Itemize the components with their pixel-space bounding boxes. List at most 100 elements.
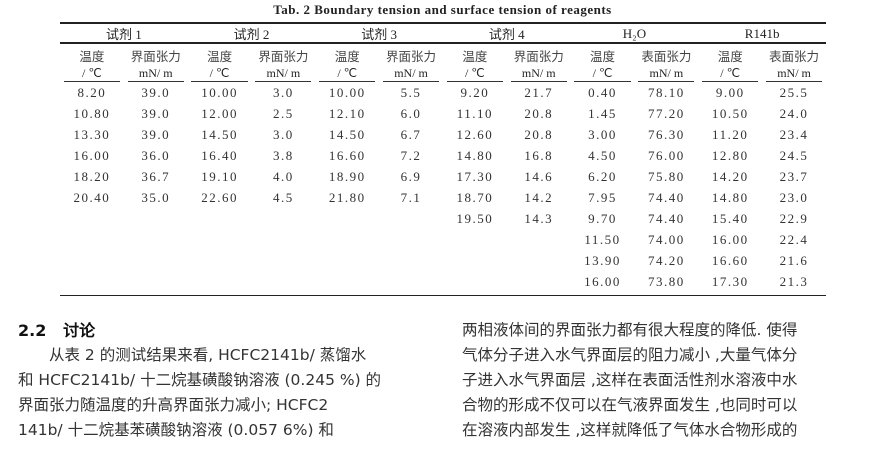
table-cell: 0.40 — [588, 84, 617, 100]
table-cell — [60, 208, 124, 229]
paragraph-line: 两相液体间的界面张力都有很大程度的降低. 使得 — [462, 321, 798, 339]
unit-label: / ℃ — [63, 66, 120, 82]
top-rule — [60, 22, 826, 24]
table-cell: 16.40 — [201, 147, 238, 163]
table-cell — [251, 250, 315, 271]
table-cell: 74.00 — [647, 231, 685, 247]
table-cell: 21.3 — [779, 273, 809, 289]
unit-label: / ℃ — [446, 66, 503, 82]
group-r141b: R141b — [744, 25, 780, 41]
table-cell — [507, 229, 571, 250]
table-cell — [379, 250, 443, 271]
table-cell: 10.00 — [328, 84, 366, 100]
bottom-rule — [60, 295, 826, 296]
unit-label: mN/ m — [638, 66, 695, 82]
table-cell: 温度 — [717, 48, 743, 64]
table-cell: 76.30 — [647, 126, 685, 142]
table-row: 8.20 39.0 10.00 3.0 10.00 5.5 9.20 21.7 0.40 78.1… — [60, 82, 826, 103]
table-cell — [60, 250, 124, 271]
table-cell — [188, 208, 252, 229]
table-cell: 3.00 — [588, 126, 617, 142]
unit-label: / ℃ — [191, 66, 248, 82]
table-cell — [379, 229, 443, 250]
table-cell: 11.10 — [456, 105, 494, 121]
table-cell: 15.40 — [711, 210, 749, 226]
table-cell — [507, 271, 571, 292]
table-cell — [124, 208, 188, 229]
table-row: 20.40 35.0 22.60 4.5 21.80 7.1 18.70 14.2 7.95 74… — [60, 187, 826, 208]
paragraph-line: 从表 2 的测试结果来看, HCFC2141b/ 蒸馏水 — [18, 346, 367, 364]
table-cell: 2.5 — [273, 105, 294, 121]
table-cell — [124, 250, 188, 271]
table-row: 16.00 73.80 17.30 21.3 — [60, 271, 826, 292]
table-cell: mN/ m — [634, 65, 698, 82]
table-cell: 23.4 — [779, 126, 809, 142]
table-cell — [60, 271, 124, 292]
table-cell: 77.20 — [647, 105, 685, 121]
table-cell — [443, 250, 507, 271]
table-cell — [315, 271, 379, 292]
table-cell: 14.3 — [524, 210, 554, 226]
table-cell: / ℃ — [571, 65, 635, 82]
table-cell: 温度 — [334, 48, 360, 64]
table-cell: 16.00 — [73, 147, 111, 163]
table-cell — [188, 229, 252, 250]
table-cell: 39.0 — [141, 126, 171, 142]
table-caption: Tab. 2 Boundary tension and surface tens… — [273, 2, 612, 17]
group-reagent-4: 试剂 4 — [488, 27, 525, 42]
table-cell: 14.6 — [524, 168, 554, 184]
table-cell: 表面张力 — [769, 48, 820, 64]
table-cell — [251, 229, 315, 250]
table-cell — [379, 271, 443, 292]
table-cell: 78.10 — [647, 84, 685, 100]
table-cell: 14.80 — [711, 189, 749, 205]
table-cell: 12.80 — [711, 147, 749, 163]
table-row: 19.50 14.3 9.70 74.40 15.40 22.9 — [60, 208, 826, 229]
table-cell — [124, 271, 188, 292]
column-header-row: 温度 界面张力 温度 界面张力 温度 界面张力 温度 界面张力 温度 表面张力 温度 表面张力 — [60, 43, 826, 65]
group-reagent-3: 试剂 3 — [361, 27, 398, 42]
table-cell: 温度 — [79, 48, 105, 64]
table-cell: 17.30 — [711, 273, 749, 289]
unit-label: mN/ m — [382, 66, 440, 82]
table-cell: 界面张力 — [386, 48, 437, 64]
table-cell: 14.50 — [328, 126, 366, 142]
table-cell — [443, 229, 507, 250]
table-cell: 74.20 — [647, 252, 685, 268]
table-cell: 14.80 — [456, 147, 494, 163]
table-cell: 18.20 — [73, 168, 111, 184]
table-cell: 23.0 — [779, 189, 809, 205]
table-cell: 6.7 — [400, 126, 422, 142]
table-cell: 4.5 — [273, 189, 294, 205]
table-cell: / ℃ — [188, 65, 252, 82]
table-cell: 13.90 — [584, 252, 621, 268]
table-cell: 74.40 — [647, 189, 685, 205]
table-cell: 温度 — [462, 48, 488, 64]
table-cell: 19.50 — [456, 210, 494, 226]
unit-label: mN/ m — [765, 66, 823, 82]
table-cell — [60, 229, 124, 250]
table-cell: 20.8 — [524, 105, 554, 121]
table-cell: 7.1 — [400, 189, 422, 205]
table-cell — [507, 250, 571, 271]
table-cell: mN/ m — [124, 65, 188, 82]
table-cell: 22.9 — [779, 210, 809, 226]
table-cell: 界面张力 — [130, 48, 181, 64]
table-cell: 16.60 — [328, 147, 366, 163]
table-cell: 39.0 — [141, 105, 171, 121]
table-cell: 10.00 — [201, 84, 238, 100]
paragraph-line: 子进入水气界面层 ,这样在表面活性剂水溶液中水 — [462, 371, 798, 389]
table-cell — [315, 229, 379, 250]
unit-label: / ℃ — [574, 66, 631, 82]
group-header-row: 试剂 1 试剂 2 试剂 3 试剂 4 H₂O R141b — [60, 24, 826, 43]
table-cell: / ℃ — [443, 65, 507, 82]
table-cell: 20.40 — [73, 189, 111, 205]
table-cell: mN/ m — [507, 65, 571, 82]
table-cell — [251, 208, 315, 229]
group-h2o: H₂O — [622, 25, 647, 41]
right-column: 两相液体间的界面张力都有很大程度的降低. 使得 气体分子进入水气界面层的阻力减小… — [462, 318, 882, 443]
table-row: 16.00 36.0 16.40 3.8 16.60 7.2 14.80 16.8 4.50 76… — [60, 145, 826, 166]
table-cell: 11.50 — [584, 231, 621, 247]
unit-label: mN/ m — [510, 66, 567, 82]
table-cell: 22.60 — [201, 189, 238, 205]
